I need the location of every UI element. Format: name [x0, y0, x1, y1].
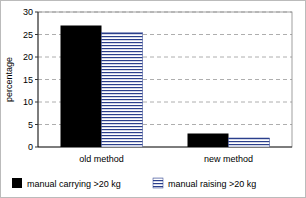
- tick-label: 30: [23, 7, 33, 17]
- legend-label: manual raising >20 kg: [168, 179, 256, 189]
- tick: [35, 57, 38, 58]
- y-axis: [38, 12, 39, 147]
- legend-key: [153, 178, 163, 188]
- tick: [35, 34, 38, 35]
- tick: [35, 147, 38, 148]
- legend-label: manual carrying >20 kg: [27, 179, 121, 189]
- category-label: old method: [79, 154, 124, 164]
- border: [1, 1, 306, 198]
- tick-label: 15: [23, 75, 33, 85]
- tick: [35, 79, 38, 80]
- tick-label: 25: [23, 30, 33, 40]
- tick-label: 20: [23, 52, 33, 62]
- bar: [61, 26, 102, 148]
- tick: [35, 124, 38, 125]
- tick-label: 10: [23, 97, 33, 107]
- bar: [188, 134, 229, 148]
- bar: [229, 138, 270, 147]
- chart: 0 5 10 15 20 25 30 percentage old method new meth…: [0, 0, 306, 198]
- tick-label: 0: [28, 142, 33, 152]
- legend-key: [12, 178, 22, 188]
- y-label: percentage: [4, 57, 14, 102]
- tick: [35, 102, 38, 103]
- bar: [102, 32, 143, 147]
- tick: [35, 12, 38, 13]
- category-label: new method: [204, 154, 253, 164]
- bars: [61, 26, 270, 148]
- plot-frame: [38, 12, 292, 147]
- tick-label: 5: [28, 120, 33, 130]
